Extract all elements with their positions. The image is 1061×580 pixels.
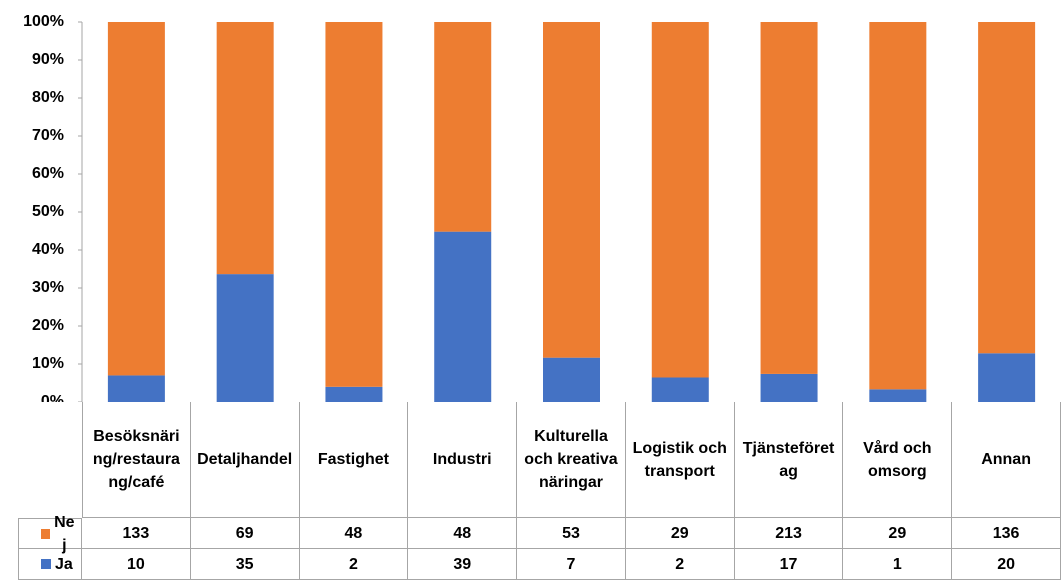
category-label: Tjänsteföretag	[734, 402, 844, 518]
y-tick-label: 30%	[32, 279, 64, 296]
legend-label: Nej	[54, 513, 75, 554]
y-tick-label: 90%	[32, 51, 64, 68]
table-value: 69	[190, 518, 300, 549]
y-tick-label: 100%	[23, 13, 64, 30]
table-value: 136	[952, 518, 1061, 549]
y-tick-label: 0%	[41, 393, 64, 402]
bar-segment	[107, 375, 165, 402]
y-tick-label: 60%	[32, 165, 64, 182]
bar-segment	[434, 231, 492, 402]
bar-segment	[978, 353, 1036, 402]
y-tick-label: 70%	[32, 127, 64, 144]
bar-segment	[325, 22, 383, 387]
category-label: Fastighet	[299, 402, 409, 518]
table-value: 20	[952, 549, 1061, 580]
bar-segment	[651, 22, 709, 378]
plot: 0% 10% 20% 30% 40% 50% 60% 70% 80% 90% 100%	[23, 13, 1036, 402]
bar-segment	[543, 357, 600, 402]
data-table: Besöksnäring/restaurang/café Detaljhandel…	[0, 402, 1061, 580]
table-value: 10	[82, 549, 191, 580]
table-value: 2	[625, 549, 735, 580]
table-value: 29	[625, 518, 735, 549]
category-label: Vård och omsorg	[843, 402, 953, 518]
category-label: Industri	[408, 402, 518, 518]
category-label: Kulturella och kreativa näringar	[517, 402, 626, 518]
table-value: 133	[82, 518, 191, 549]
table-value: 53	[517, 518, 626, 549]
category-label: Besöksnäring/restaurang/café	[82, 402, 191, 518]
table-value: 2	[299, 549, 409, 580]
bar-segment	[978, 22, 1036, 354]
bar-segment	[434, 22, 492, 232]
bar-segment	[216, 22, 274, 275]
bar-segment	[760, 22, 818, 374]
table-value: 48	[299, 518, 409, 549]
y-tick-label: 50%	[32, 203, 64, 220]
bar-segment	[216, 274, 274, 402]
table-value: 35	[190, 549, 300, 580]
y-tick-label: 10%	[32, 355, 64, 372]
bar-segment	[869, 389, 927, 402]
table-value: 1	[843, 549, 953, 580]
table-value: 48	[408, 518, 518, 549]
bar-segment	[760, 373, 818, 402]
bar-segment	[651, 377, 709, 402]
legend-entry: Ja	[18, 549, 82, 580]
category-label: Annan	[952, 402, 1061, 518]
table-value: 29	[843, 518, 953, 549]
bar-segment	[325, 386, 383, 402]
legend-label: Ja	[55, 555, 73, 573]
category-label: Detaljhandel	[190, 402, 300, 518]
y-tick-label: 40%	[32, 241, 64, 258]
table-value: 213	[734, 518, 844, 549]
legend-swatch	[41, 528, 50, 539]
legend-swatch	[41, 559, 51, 569]
bar-segment	[543, 22, 600, 358]
y-tick-label: 20%	[32, 317, 64, 334]
legend-entry: Nej	[18, 514, 82, 554]
table-value: 39	[408, 549, 518, 580]
category-label: Logistik och transport	[625, 402, 735, 518]
bar-segment	[869, 22, 927, 390]
table-value: 7	[517, 549, 626, 580]
y-tick-label: 80%	[32, 89, 64, 106]
bar-segment	[107, 22, 165, 376]
table-value: 17	[734, 549, 844, 580]
